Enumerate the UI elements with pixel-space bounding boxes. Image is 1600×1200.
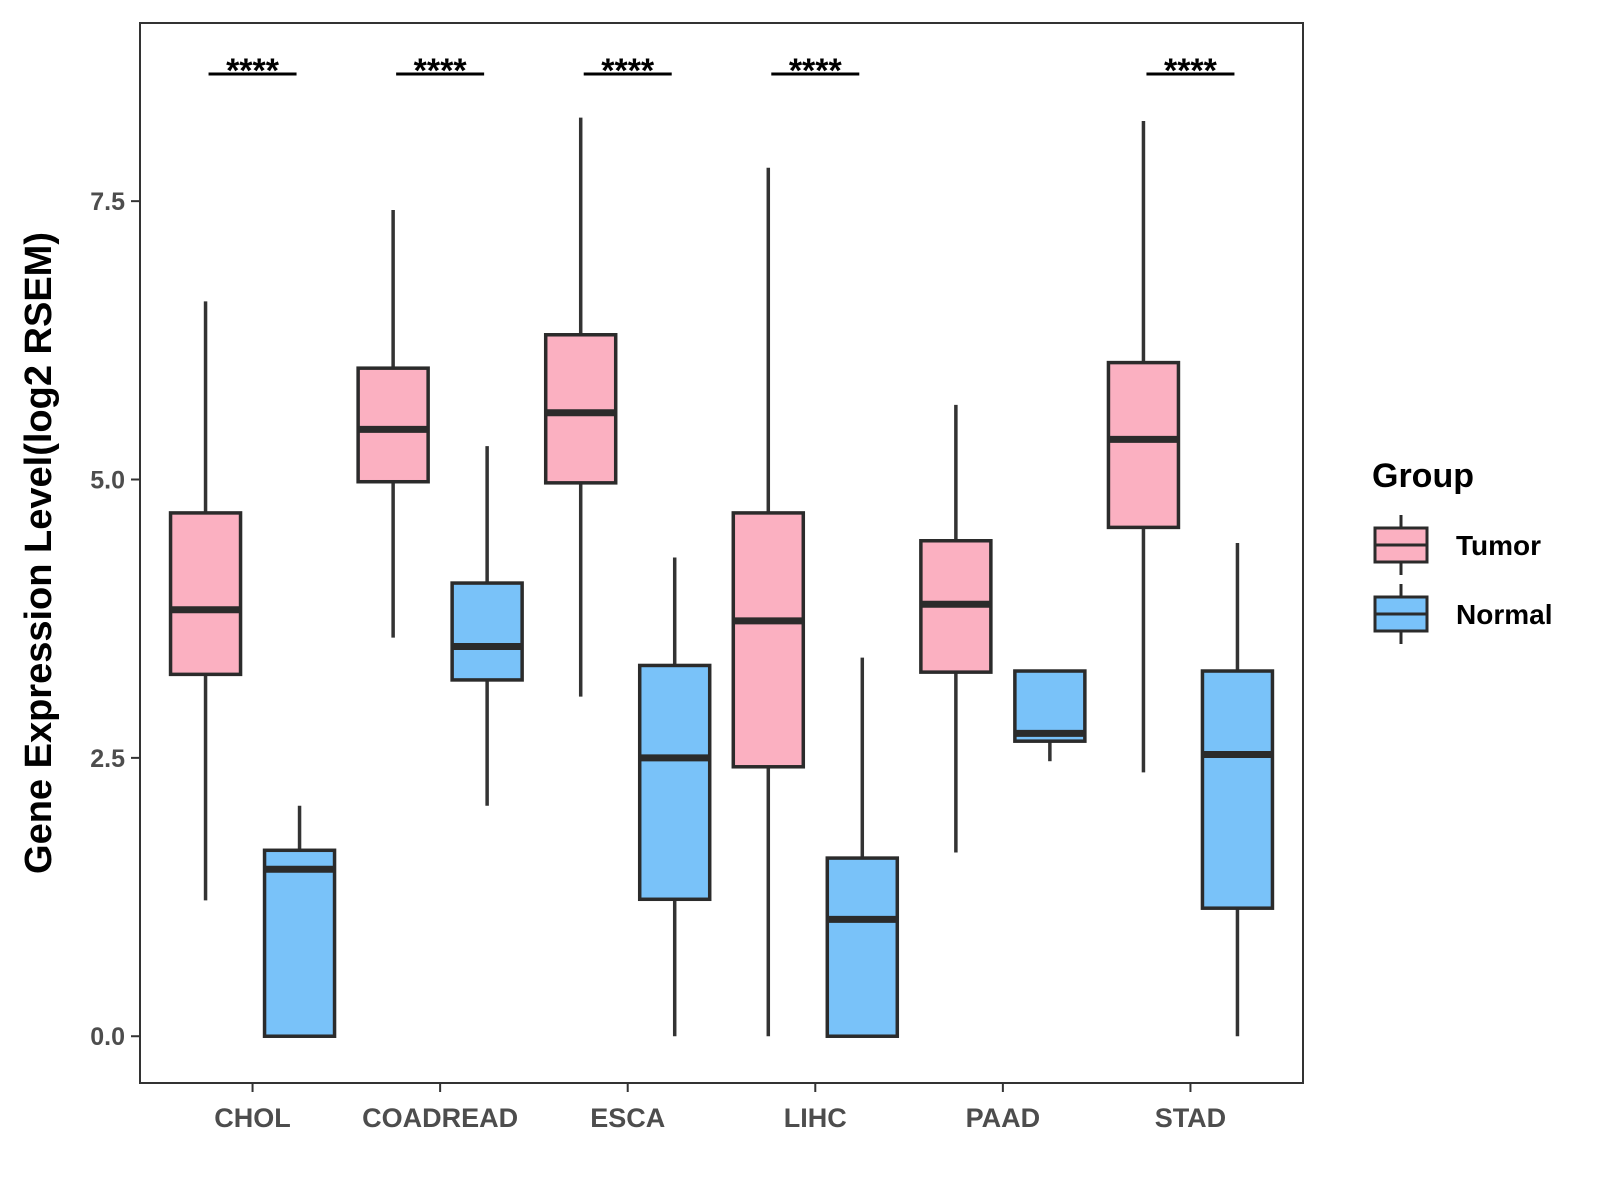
box-tumor-esca bbox=[543, 117, 618, 697]
y-tick-label: 2.5 bbox=[90, 745, 125, 773]
y-tick-label: 5.0 bbox=[90, 467, 125, 495]
y-axis: 0.0 2.5 5.0 7.5 bbox=[90, 188, 140, 1051]
x-tick-label: LIHC bbox=[784, 1103, 847, 1133]
box-iqr bbox=[262, 848, 337, 1038]
legend-entry-tumor: Tumor bbox=[1373, 515, 1541, 575]
legend-label: Normal bbox=[1456, 599, 1552, 630]
box-normal-paad bbox=[1013, 669, 1087, 762]
x-tick-label: CHOL bbox=[214, 1103, 291, 1133]
significance-label: **** bbox=[601, 52, 655, 90]
box-iqr bbox=[637, 663, 712, 902]
box-iqr bbox=[825, 856, 900, 1038]
box-iqr bbox=[543, 333, 618, 485]
box-tumor-stad bbox=[1106, 120, 1181, 773]
significance-marks: **** **** **** **** **** bbox=[208, 52, 1235, 90]
box-normal-stad bbox=[1200, 542, 1275, 1037]
box-iqr bbox=[1013, 669, 1087, 743]
box-iqr bbox=[1200, 669, 1275, 910]
y-tick-label: 7.5 bbox=[90, 188, 125, 216]
box-tumor-coadread bbox=[356, 210, 430, 638]
y-tick-label: 0.0 bbox=[90, 1023, 125, 1051]
legend-label: Tumor bbox=[1456, 530, 1541, 561]
box-iqr bbox=[731, 511, 806, 769]
box-normal-chol bbox=[262, 805, 337, 1038]
box-normal-coadread bbox=[450, 446, 524, 806]
significance-label: **** bbox=[226, 52, 280, 90]
x-tick-label: STAD bbox=[1155, 1103, 1227, 1133]
x-tick-label: ESCA bbox=[590, 1103, 665, 1133]
x-tick-label: COADREAD bbox=[362, 1103, 518, 1133]
box-iqr bbox=[450, 581, 524, 682]
significance-label: **** bbox=[1164, 52, 1218, 90]
significance-label: **** bbox=[414, 52, 468, 90]
legend-entries: Tumor Normal bbox=[1373, 515, 1552, 644]
legend: Group Tumor Normal bbox=[1372, 457, 1552, 644]
x-axis: CHOL COADREAD ESCA LIHC PAAD STAD bbox=[214, 1083, 1226, 1133]
box-tumor-paad bbox=[919, 404, 993, 853]
box-tumor-chol bbox=[168, 301, 243, 901]
legend-entry-normal: Normal bbox=[1373, 584, 1552, 644]
box-iqr bbox=[1106, 360, 1181, 530]
box-normal-lihc bbox=[825, 657, 900, 1038]
box-iqr bbox=[168, 511, 243, 677]
box-tumor-lihc bbox=[731, 167, 806, 1037]
y-axis-label: Gene Expression Level(log2 RSEM) bbox=[18, 232, 60, 874]
box-iqr bbox=[356, 366, 430, 484]
boxes bbox=[168, 117, 1275, 1038]
significance-label: **** bbox=[789, 52, 843, 90]
x-tick-label: PAAD bbox=[966, 1103, 1041, 1133]
legend-title: Group bbox=[1372, 457, 1474, 495]
box-normal-esca bbox=[637, 557, 712, 1037]
